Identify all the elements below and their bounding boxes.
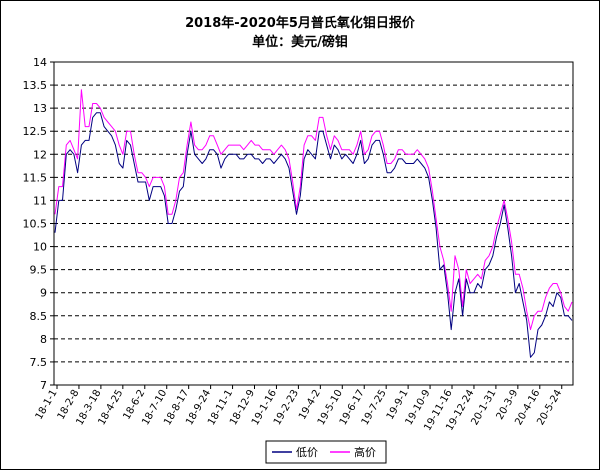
- y-tick-label: 8.5: [30, 310, 48, 323]
- y-tick-label: 10: [33, 241, 47, 254]
- y-tick-label: 11.5: [23, 171, 48, 184]
- y-tick-label: 13: [33, 102, 47, 115]
- plot-area-border: [53, 61, 574, 386]
- y-tick-label: 11: [33, 194, 47, 207]
- y-tick-label: 9: [40, 287, 47, 300]
- series-line-low: [54, 112, 573, 358]
- y-tick-label: 12.5: [23, 125, 48, 138]
- y-tick-label: 7: [40, 379, 47, 392]
- y-axis-ticks: 14 13.5 13 12.5 12 11.5 11 10.5 10 9.5 9 8.5 8 7.5 7: [23, 56, 54, 392]
- series-line-high: [54, 89, 573, 331]
- y-tick-label: 12: [33, 148, 47, 161]
- y-tick-label: 10.5: [23, 218, 48, 231]
- legend-box: [265, 440, 387, 464]
- gridlines: [54, 84, 573, 363]
- y-tick-label: 8: [40, 333, 47, 346]
- legend-label-low: 低价: [296, 446, 318, 459]
- series-lines: [54, 89, 573, 358]
- legend: 低价 高价: [265, 440, 387, 464]
- chart-title: 2018年-2020年5月普氏氧化钼日报价: [185, 15, 416, 31]
- y-tick-label: 14: [33, 56, 47, 69]
- legend-label-high: 高价: [354, 445, 376, 459]
- y-tick-label: 7.5: [30, 356, 48, 369]
- chart-subtitle: 单位：美元/磅钼: [252, 34, 348, 50]
- y-tick-label: 13.5: [23, 79, 48, 92]
- y-tick-label: 9.5: [30, 264, 48, 277]
